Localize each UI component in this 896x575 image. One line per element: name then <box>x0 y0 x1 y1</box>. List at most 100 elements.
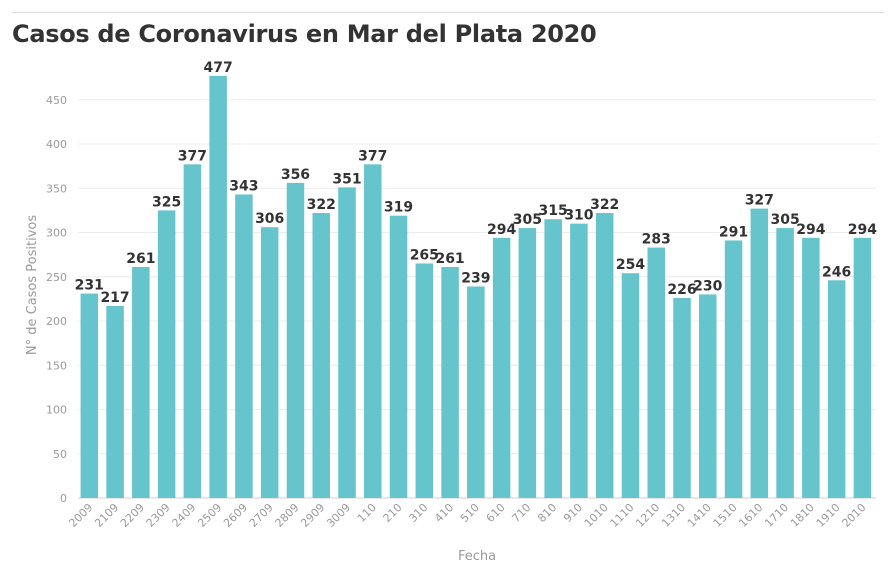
bar-value-label: 305 <box>513 212 542 228</box>
x-tick-label: 1510 <box>711 501 740 530</box>
x-tick-label: 210 <box>381 501 405 525</box>
x-tick-label: 810 <box>535 501 559 525</box>
bar-value-label: 291 <box>719 224 748 240</box>
top-divider <box>12 12 884 13</box>
bar <box>312 213 330 498</box>
x-tick-label: 2509 <box>195 501 224 530</box>
x-tick-label: 1710 <box>762 501 791 530</box>
bar <box>595 213 614 498</box>
x-tick-label: 2409 <box>170 501 199 530</box>
bar-value-label: 261 <box>126 251 155 267</box>
bar <box>827 280 846 498</box>
x-tick-label: 2009 <box>66 501 95 530</box>
x-tick-label: 2809 <box>273 501 302 530</box>
chart-title: Casos de Coronavirus en Mar del Plata 20… <box>12 20 597 48</box>
x-tick-label: 1210 <box>633 501 662 530</box>
bar-value-label: 283 <box>642 232 671 248</box>
x-tick-label: 2010 <box>840 501 869 530</box>
y-tick-label: 400 <box>46 138 67 151</box>
bar <box>673 297 691 498</box>
bar <box>209 75 227 498</box>
bar <box>415 263 434 498</box>
y-tick-label: 50 <box>53 448 67 461</box>
bar-value-label: 261 <box>435 251 464 267</box>
bar-value-label: 477 <box>204 60 233 76</box>
bar <box>260 227 279 498</box>
bar <box>699 294 717 498</box>
bar <box>183 164 202 499</box>
y-tick-label: 200 <box>46 315 67 328</box>
bar <box>750 208 769 499</box>
bar-value-label: 265 <box>410 247 439 263</box>
bar <box>570 223 588 498</box>
bar <box>621 273 640 498</box>
x-tick-label: 3009 <box>324 501 353 530</box>
x-tick-label: 2109 <box>92 501 121 530</box>
bar <box>364 164 382 499</box>
x-tick-label: 2909 <box>298 501 327 530</box>
bar <box>80 293 99 498</box>
bar <box>802 237 820 498</box>
x-tick-label: 310 <box>406 501 430 525</box>
x-tick-label: 2309 <box>144 501 173 530</box>
bar-value-label: 230 <box>693 278 722 294</box>
x-tick-label: 710 <box>509 501 533 525</box>
bar-value-label: 343 <box>229 178 258 194</box>
bar-value-label: 377 <box>178 148 207 164</box>
bar <box>132 267 150 498</box>
bar-value-label: 310 <box>564 208 593 224</box>
bar <box>441 267 459 498</box>
bar <box>106 305 124 498</box>
bar <box>235 194 253 498</box>
bar <box>467 286 485 498</box>
y-tick-label: 450 <box>46 94 67 107</box>
bar <box>544 219 562 498</box>
bar-value-label: 315 <box>539 203 568 219</box>
bar <box>286 182 305 498</box>
bar-value-label: 246 <box>822 264 851 280</box>
bar-value-label: 377 <box>358 148 387 164</box>
bar <box>518 228 537 498</box>
bar-value-label: 305 <box>770 212 799 228</box>
bar-value-label: 322 <box>307 197 336 213</box>
bar-value-label: 294 <box>848 222 877 238</box>
y-tick-label: 150 <box>46 359 67 372</box>
x-tick-label: 110 <box>355 501 379 525</box>
x-tick-label: 1810 <box>788 501 817 530</box>
x-tick-label: 2209 <box>118 501 147 530</box>
x-tick-label: 410 <box>432 501 456 525</box>
bar <box>853 237 872 498</box>
y-tick-label: 100 <box>46 404 67 417</box>
bar-value-label: 322 <box>590 197 619 213</box>
bar <box>338 187 356 499</box>
bar-value-label: 294 <box>796 222 825 238</box>
bar <box>776 228 794 498</box>
x-axis-title: Fecha <box>458 549 496 564</box>
bar <box>389 215 408 498</box>
bar-value-label: 325 <box>152 194 181 210</box>
bar <box>157 210 176 498</box>
y-tick-label: 250 <box>46 271 67 284</box>
bar-value-label: 327 <box>745 193 774 209</box>
y-axis-title: N° de Casos Positivos <box>25 215 40 355</box>
bar-value-label: 254 <box>616 257 645 273</box>
bar-value-label: 319 <box>384 200 413 216</box>
bar-value-label: 351 <box>332 171 361 187</box>
x-tick-label: 2609 <box>221 501 250 530</box>
bar-value-label: 217 <box>100 290 129 306</box>
x-tick-label: 1410 <box>685 501 714 530</box>
x-tick-label: 1010 <box>582 501 611 530</box>
x-tick-label: 1310 <box>659 501 688 530</box>
bar-value-label: 239 <box>461 270 490 286</box>
x-tick-label: 1110 <box>608 501 637 530</box>
y-tick-label: 350 <box>46 182 67 195</box>
y-tick-label: 0 <box>60 492 67 505</box>
bar <box>492 237 511 498</box>
bar-value-label: 356 <box>281 167 310 183</box>
bar-value-label: 226 <box>667 282 696 298</box>
x-tick-label: 1610 <box>736 501 765 530</box>
bar-value-label: 231 <box>75 278 104 294</box>
x-tick-label: 510 <box>458 501 482 525</box>
bar <box>724 240 743 498</box>
